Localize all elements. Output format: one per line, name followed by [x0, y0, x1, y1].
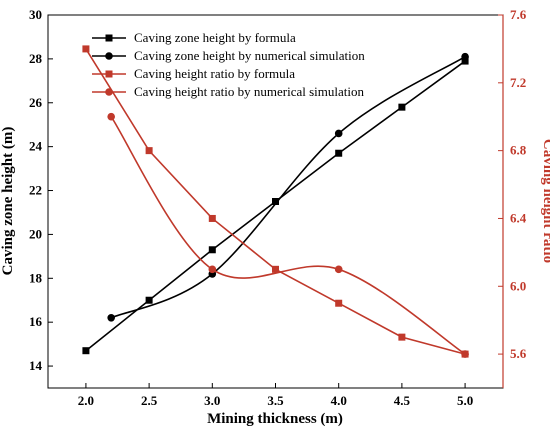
- data-point-square: [272, 198, 279, 205]
- y-left-tick-label: 20: [29, 226, 42, 241]
- legend-item-0: Caving zone height by formula: [92, 30, 296, 45]
- data-point-circle: [107, 313, 115, 322]
- data-point-square: [272, 265, 279, 273]
- x-tick-label: 5.0: [457, 393, 473, 408]
- y-left-axis-title: Caving zone height (m): [0, 127, 16, 276]
- legend: Caving zone height by formula Caving zone…: [92, 30, 365, 99]
- data-point-square: [82, 347, 90, 355]
- legend-label: Caving zone height by formula: [134, 30, 296, 45]
- y-left-tick-label: 22: [29, 183, 42, 198]
- y-right-tick-label: 5.6: [510, 346, 527, 361]
- y-right-axis-title: Caving height ratio: [540, 139, 550, 263]
- y-left-tick-label: 18: [29, 270, 43, 285]
- y-left-tick-label: 24: [29, 139, 43, 154]
- x-tick-label: 2.5: [141, 393, 158, 408]
- series-0: [82, 57, 469, 355]
- data-point-square: [335, 299, 343, 307]
- data-point-circle: [107, 112, 115, 121]
- legend-marker-circle: [105, 88, 113, 96]
- y-left-tick-label: 16: [29, 314, 43, 329]
- data-point-square: [145, 147, 153, 155]
- data-point-circle: [334, 265, 343, 274]
- data-point-square: [145, 296, 153, 304]
- y-right-tick-label: 6.0: [510, 278, 526, 293]
- legend-marker-square: [105, 34, 113, 42]
- legend-marker-square: [105, 70, 113, 78]
- data-point-square: [335, 149, 343, 157]
- y-right-tick-label: 7.2: [510, 75, 526, 90]
- x-tick-label: 2.0: [78, 393, 94, 408]
- data-point-square: [461, 57, 469, 65]
- legend-item-1: Caving zone height by numerical simulati…: [92, 48, 365, 63]
- series-line: [110, 56, 466, 319]
- y-right-tick-label: 7.6: [510, 7, 527, 22]
- y-right-tick-label: 6.8: [510, 143, 527, 158]
- data-point-square: [398, 333, 406, 341]
- data-point-circle: [461, 52, 469, 61]
- legend-item-3: Caving height ratio by numerical simulat…: [92, 84, 364, 99]
- data-point-square: [82, 45, 90, 53]
- data-point-square: [208, 246, 216, 254]
- x-tick-label: 3.5: [267, 393, 284, 408]
- legend-marker-circle: [105, 52, 113, 60]
- series-3: [107, 112, 469, 358]
- data-point-square: [398, 103, 406, 111]
- legend-item-2: Caving height ratio by formula: [92, 66, 295, 81]
- legend-label: Caving height ratio by numerical simulat…: [134, 84, 364, 99]
- x-tick-label: 3.0: [204, 393, 220, 408]
- x-tick-label: 4.0: [331, 393, 347, 408]
- y-left-tick-label: 28: [29, 51, 43, 66]
- data-point-square: [208, 214, 216, 222]
- series-line: [110, 116, 466, 355]
- x-axis-title: Mining thickness (m): [207, 411, 343, 427]
- x-tick-label: 4.5: [394, 393, 411, 408]
- data-point-circle: [208, 265, 217, 274]
- y-right-tick-label: 6.4: [510, 210, 527, 225]
- y-left-tick-label: 30: [29, 7, 42, 22]
- data-point-circle: [461, 350, 469, 358]
- legend-label: Caving zone height by numerical simulati…: [134, 48, 365, 63]
- y-left-tick-label: 14: [29, 358, 43, 373]
- y-left-tick-label: 26: [29, 95, 43, 110]
- legend-label: Caving height ratio by formula: [134, 66, 295, 81]
- data-point-circle: [334, 129, 343, 138]
